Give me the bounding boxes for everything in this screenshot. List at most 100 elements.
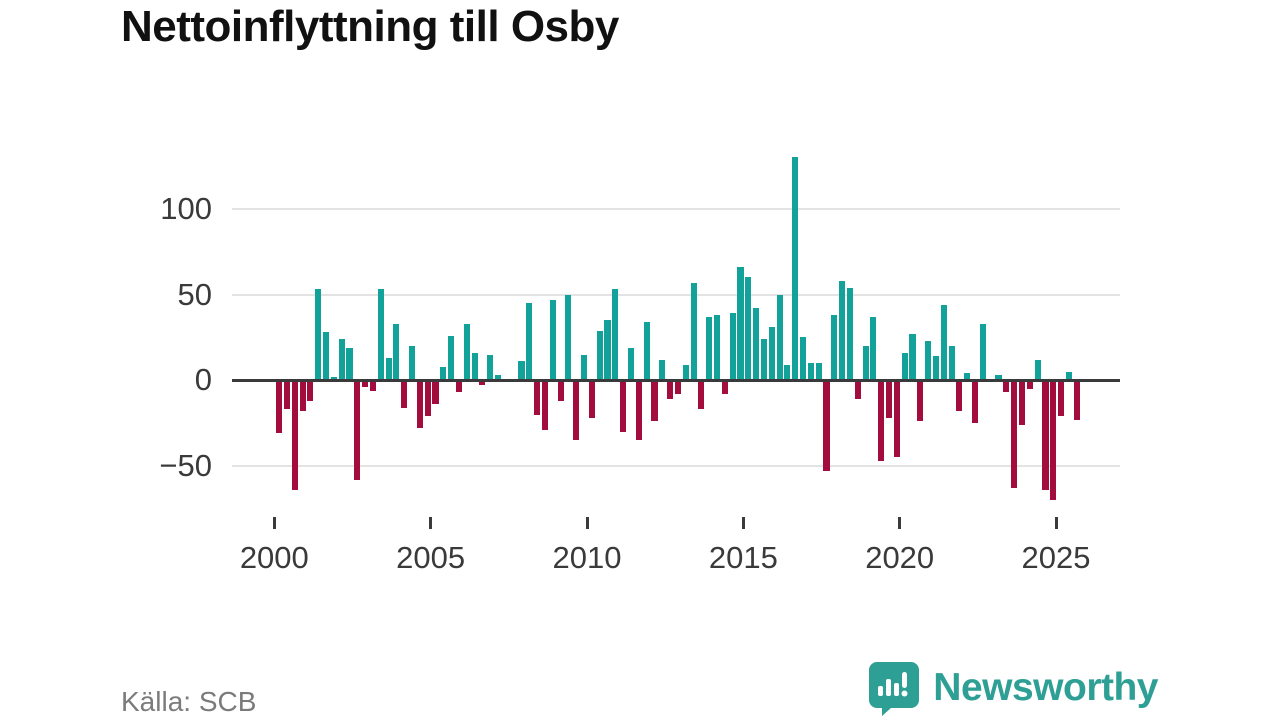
bar-2011q2 <box>627 347 635 381</box>
bar-2004q3 <box>416 380 423 429</box>
zero-axis-line <box>232 378 1120 382</box>
bar-2000q1 <box>276 380 283 434</box>
bar-2000q4 <box>299 380 306 412</box>
bar-2001q1 <box>307 380 314 401</box>
bar-2012q2 <box>659 359 666 381</box>
bar-2023q4 <box>1018 380 1026 425</box>
bar-2002q1 <box>338 339 345 381</box>
bar-2008q4 <box>549 299 556 381</box>
bar-2015q3 <box>760 339 767 381</box>
bar-2004q1 <box>401 380 408 408</box>
x-axis-tick-2000 <box>272 517 276 529</box>
gridline-y100 <box>232 207 1120 210</box>
bar-2014q4 <box>737 267 744 381</box>
bar-2014q3 <box>729 313 736 381</box>
bar-2010q4 <box>612 289 619 381</box>
bar-2001q3 <box>322 332 330 381</box>
bar-2008q1 <box>526 303 533 381</box>
bar-2016q1 <box>776 294 783 381</box>
x-axis-tick-2025 <box>1054 517 1058 529</box>
bar-2003q2 <box>377 289 384 381</box>
bar-2009q3 <box>573 380 580 441</box>
bar-2002q4 <box>362 380 369 388</box>
bar-2021q1 <box>932 356 940 381</box>
bar-2008q3 <box>541 380 549 430</box>
bar-2012q3 <box>667 380 674 400</box>
bar-2018q4 <box>862 346 869 381</box>
bar-2013q1 <box>682 364 689 381</box>
bar-2005q2 <box>440 366 447 381</box>
bar-2020q2 <box>909 334 916 381</box>
bar-2005q4 <box>455 380 463 393</box>
bar-2010q2 <box>596 330 603 381</box>
bar-2022q2 <box>972 380 979 424</box>
newsworthy-bubble-chart-icon <box>867 660 921 716</box>
bar-2016q3 <box>792 157 799 381</box>
bar-2000q3 <box>291 380 298 490</box>
bar-2025q3 <box>1073 380 1080 420</box>
gridline-y-50 <box>232 465 1120 467</box>
bar-2006q4 <box>487 354 494 381</box>
bar-2018q2 <box>846 287 854 381</box>
bar-2007q1 <box>495 375 502 381</box>
x-axis-label-2025: 2025 <box>1021 540 1091 575</box>
bar-2003q4 <box>393 323 400 381</box>
bar-2017q4 <box>831 315 838 381</box>
bar-2014q1 <box>713 315 721 381</box>
brand-name: Newsworthy <box>933 666 1158 709</box>
x-axis-label-2000: 2000 <box>239 540 309 575</box>
bar-2024q2 <box>1034 359 1041 381</box>
bar-2011q3 <box>635 380 642 441</box>
x-axis-tick-2010 <box>585 517 589 529</box>
bar-2010q3 <box>604 320 611 381</box>
bar-2012q4 <box>674 380 681 394</box>
bar-2016q4 <box>799 337 807 381</box>
bar-2021q2 <box>940 304 947 381</box>
x-axis-label-2010: 2010 <box>552 540 622 575</box>
bar-2019q1 <box>870 316 877 381</box>
y-axis-label: −50 <box>159 448 212 483</box>
bar-2021q3 <box>948 346 955 381</box>
y-axis-label: 50 <box>177 276 212 312</box>
bar-2013q4 <box>706 316 713 381</box>
bar-2000q2 <box>283 380 290 410</box>
bar-2019q3 <box>886 380 893 418</box>
bar-2022q1 <box>964 373 971 381</box>
bar-2015q4 <box>768 327 775 381</box>
bar-2004q2 <box>408 346 416 381</box>
brand-logo: Newsworthy <box>867 660 1158 716</box>
bar-2017q3 <box>823 380 830 472</box>
bar-2004q4 <box>424 380 431 417</box>
gridline-y50 <box>232 293 1120 296</box>
bar-2001q4 <box>330 376 337 381</box>
bar-2006q3 <box>479 380 486 386</box>
bar-2017q1 <box>807 363 814 381</box>
bar-2016q2 <box>784 364 791 381</box>
y-axis-label: 0 <box>194 362 212 398</box>
source-note: Källa: SCB <box>121 686 257 717</box>
bar-2006q1 <box>463 323 470 381</box>
bar-2010q1 <box>588 380 595 418</box>
bar-2008q2 <box>534 380 541 415</box>
bar-2012q1 <box>651 380 658 422</box>
bar-2009q1 <box>557 380 564 401</box>
bar-2023q3 <box>1011 380 1018 489</box>
bar-2023q2 <box>1003 380 1010 393</box>
bar-2015q2 <box>753 308 760 381</box>
y-axis-label: 100 <box>160 190 212 226</box>
bar-2024q1 <box>1026 380 1033 389</box>
bar-2020q1 <box>901 352 908 381</box>
bar-2009q4 <box>581 354 588 381</box>
bar-2020q4 <box>925 340 932 381</box>
x-axis-label-2015: 2015 <box>708 540 778 575</box>
bar-2013q2 <box>690 282 697 381</box>
bar-2021q4 <box>956 380 963 412</box>
x-axis-label-2005: 2005 <box>396 540 466 575</box>
bar-2018q3 <box>854 380 861 400</box>
bar-2017q2 <box>815 363 822 381</box>
bar-2006q2 <box>471 352 478 381</box>
x-axis-tick-2005 <box>429 517 433 529</box>
bar-2007q4 <box>518 361 525 381</box>
bar-2019q4 <box>893 380 900 458</box>
